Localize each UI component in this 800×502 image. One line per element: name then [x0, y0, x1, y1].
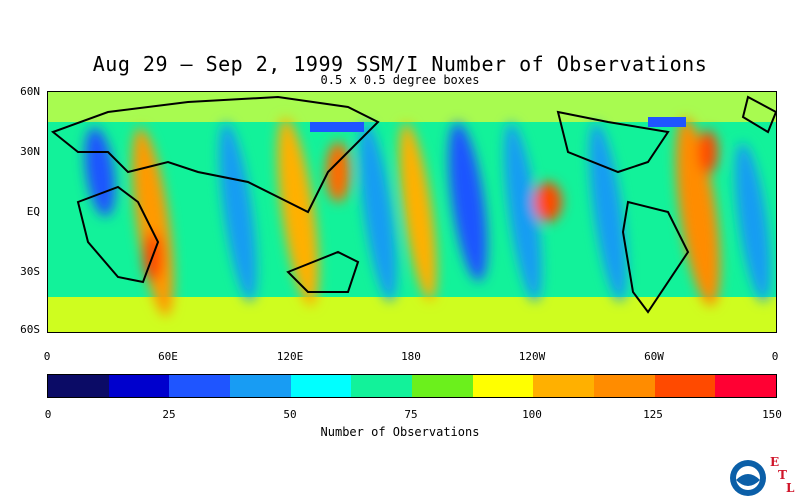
- colorbar-tick-100: 100: [522, 408, 542, 421]
- density-stripes: [84, 117, 771, 317]
- colorbar-segment: [290, 375, 352, 397]
- lon-label-120w: 120W: [518, 350, 546, 363]
- lat-label-60s: 60S: [20, 323, 40, 336]
- colorbar-segment: [169, 375, 231, 397]
- lon-label-0-end: 0: [771, 350, 779, 363]
- lon-label-60e: 60E: [158, 350, 178, 363]
- colorbar-segment: [715, 375, 777, 397]
- colorbar-segment: [412, 375, 473, 397]
- lat-label-eq: EQ: [26, 205, 40, 218]
- colorbar-segment: [472, 375, 534, 397]
- coastlines: [50, 95, 776, 314]
- colorbar-segment: [48, 375, 109, 397]
- gap-strip-2: [648, 117, 686, 127]
- observation-map: [47, 91, 777, 333]
- colorbar-segment: [351, 375, 413, 397]
- colorbar-segment: [230, 375, 291, 397]
- lat-label-60n: 60N: [20, 85, 40, 98]
- colorbar-tick-150: 150: [762, 408, 782, 421]
- map-svg: [48, 92, 776, 332]
- lat-label-30n: 30N: [20, 145, 40, 158]
- colorbar-tick-50: 50: [283, 408, 297, 421]
- lon-label-60w: 60W: [644, 350, 664, 363]
- lon-label-0: 0: [43, 350, 51, 363]
- colorbar-tick-25: 25: [162, 408, 176, 421]
- colorbar-tick-75: 75: [404, 408, 418, 421]
- colorbar-tick-125: 125: [643, 408, 663, 421]
- colorbar-segment: [654, 375, 716, 397]
- colorbar-title: Number of Observations: [320, 425, 480, 439]
- colorbar-segment: [108, 375, 170, 397]
- lon-label-180: 180: [401, 350, 421, 363]
- etl-letter-l: L: [786, 481, 795, 495]
- gap-strip-1: [310, 122, 364, 132]
- colorbar-segment: [533, 375, 595, 397]
- colorbar: [47, 374, 777, 398]
- chart-subtitle: 0.5 x 0.5 degree boxes: [320, 73, 480, 87]
- colorbar-tick-0: 0: [44, 408, 52, 421]
- noaa-logo: [728, 458, 768, 498]
- chart-title: Aug 29 – Sep 2, 1999 SSM/I Number of Obs…: [92, 52, 708, 76]
- lon-label-120e: 120E: [276, 350, 304, 363]
- noaa-logo-icon: [730, 460, 766, 496]
- etl-letter-e: E: [770, 455, 780, 469]
- colorbar-segment: [594, 375, 655, 397]
- etl-letter-t: T: [778, 468, 787, 482]
- lat-label-30s: 30S: [20, 265, 40, 278]
